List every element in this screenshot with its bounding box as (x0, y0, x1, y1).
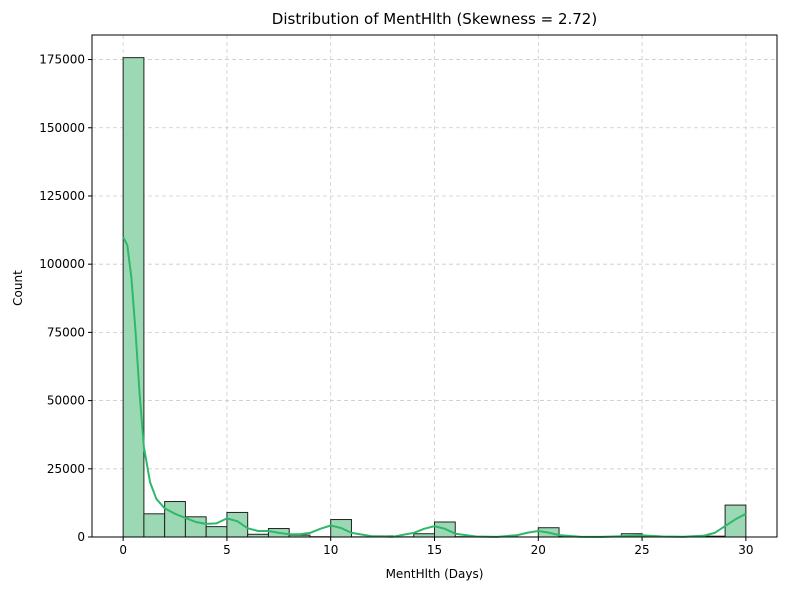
x-tick-label: 30 (738, 543, 753, 557)
plot-frame (91, 34, 778, 538)
histogram-bar (226, 511, 249, 538)
histogram-bar (143, 513, 166, 538)
y-tick-label: 175000 (39, 53, 85, 67)
chart-title: Distribution of MentHlth (Skewness = 2.7… (272, 10, 597, 28)
histogram-bar (724, 504, 747, 538)
x-tick-label: 5 (223, 543, 231, 557)
axis-ticks: 0 5 10 15 20 25 30 0 25000 50000 75000 100000 125000… (39, 53, 753, 557)
grid-lines (92, 35, 777, 538)
x-tick-label: 20 (531, 543, 546, 557)
histogram-bar (164, 501, 186, 538)
histogram-bar (205, 526, 228, 538)
axes-frame (91, 34, 778, 538)
y-tick-label: 75000 (47, 325, 85, 339)
y-tick-label: 25000 (47, 462, 85, 476)
x-tick-label: 15 (427, 543, 442, 557)
y-tick-label: 125000 (39, 189, 85, 203)
y-tick-label: 0 (77, 530, 85, 544)
y-tick-label: 150000 (39, 121, 85, 135)
x-tick-label: 10 (323, 543, 338, 557)
x-axis-label: MentHlth (Days) (386, 567, 484, 581)
x-tick-label: 0 (119, 543, 127, 557)
y-tick-label: 50000 (47, 394, 85, 408)
x-tick-label: 25 (634, 543, 649, 557)
y-axis-label: Count (11, 270, 25, 306)
y-tick-label: 100000 (39, 257, 85, 271)
